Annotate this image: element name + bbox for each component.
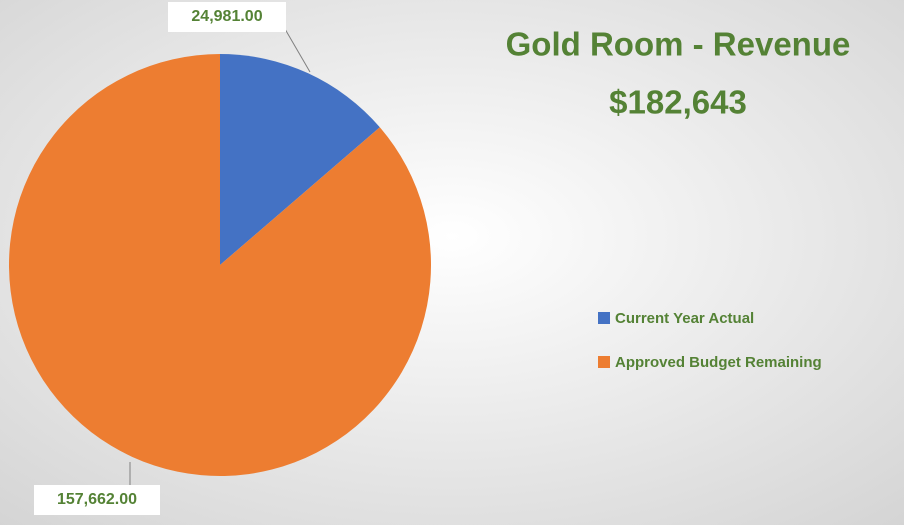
pie-slice: [9, 54, 432, 476]
value-label: 24,981.00: [191, 8, 262, 25]
value-label-box: [168, 2, 286, 32]
value-label: 157,662.00: [57, 491, 137, 508]
legend-text: Current Year Actual: [615, 310, 754, 327]
legend-swatch: [598, 312, 610, 324]
chart-title: Gold Room - Revenue: [506, 26, 851, 63]
leader-line: [284, 28, 311, 73]
value-label-box: [34, 485, 160, 515]
legend-swatch: [598, 356, 610, 368]
chart-subtitle: $182,643: [609, 84, 747, 121]
legend-text: Approved Budget Remaining: [615, 354, 822, 371]
pie-slice: [220, 54, 380, 265]
